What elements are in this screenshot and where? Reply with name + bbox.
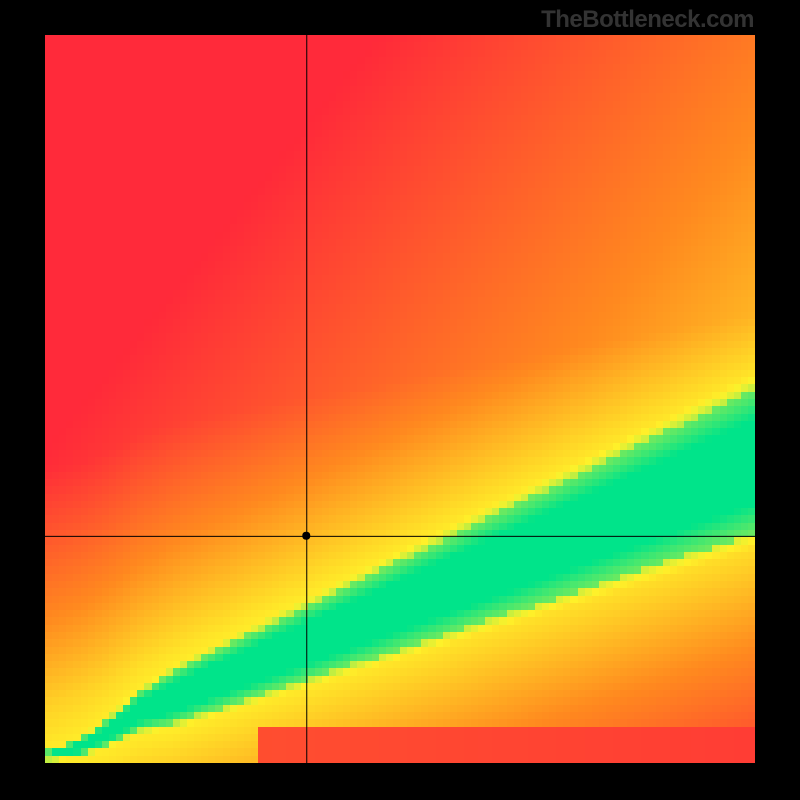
bottleneck-heatmap — [45, 35, 755, 763]
chart-container: { "type": "heatmap", "dimensions": { "wi… — [0, 0, 800, 800]
watermark-label: TheBottleneck.com — [541, 6, 754, 34]
